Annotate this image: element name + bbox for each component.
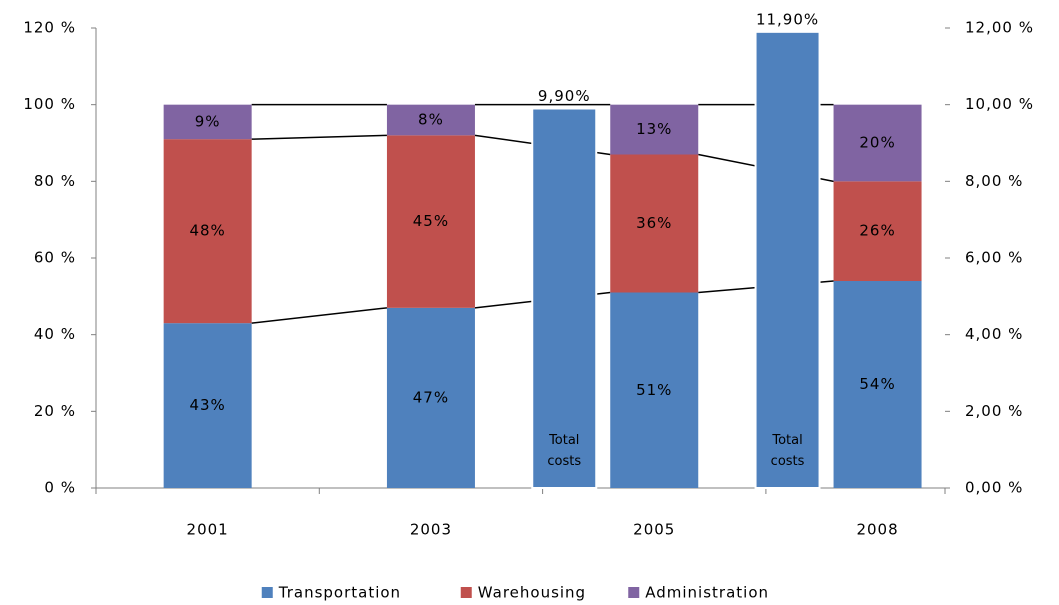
series-line — [251, 307, 388, 324]
value-label: 9% — [195, 112, 221, 130]
legend-swatch — [460, 587, 472, 598]
y2-tick-label: 6,00 % — [965, 249, 1023, 267]
bar — [610, 104, 699, 155]
value-label: 26% — [859, 222, 895, 240]
bar — [833, 104, 922, 182]
legend-label: Transportation — [278, 584, 401, 602]
y-tick-label: 80 % — [34, 172, 76, 190]
y-tick-label: 120 % — [23, 19, 76, 37]
y-tick-label: 0 % — [44, 479, 76, 497]
y2-tick-label: 4,00 % — [965, 325, 1023, 343]
legend-swatch — [261, 587, 273, 598]
legend-swatch — [628, 587, 640, 598]
value-label: 9,90% — [538, 87, 591, 105]
bar — [754, 30, 821, 489]
y2-tick-label: 2,00 % — [965, 402, 1023, 420]
series-line — [251, 134, 387, 140]
y-tick-label: 40 % — [34, 325, 76, 343]
value-label: 13% — [636, 120, 672, 138]
bar-name-label: Total costs — [771, 433, 805, 469]
value-label: 11,90% — [756, 10, 819, 28]
bar — [386, 104, 475, 136]
value-label: 20% — [859, 134, 895, 152]
x-tick-label: 2008 — [856, 521, 898, 539]
x-tick-label: 2003 — [410, 521, 452, 539]
bar — [386, 135, 475, 308]
bar — [610, 292, 699, 488]
bar — [163, 104, 252, 140]
bar-name-label: Total costs — [547, 433, 581, 469]
bar — [833, 281, 922, 488]
bar — [163, 323, 252, 488]
y2-tick-label: 0,00 % — [965, 479, 1023, 497]
value-label: 45% — [413, 212, 449, 230]
value-label: 8% — [418, 111, 444, 129]
y2-tick-label: 10,00 % — [965, 95, 1034, 113]
legend-label: Administration — [645, 584, 769, 602]
value-label: 51% — [636, 381, 672, 399]
value-label: 36% — [636, 214, 672, 232]
value-label: 48% — [189, 222, 225, 240]
bar — [610, 154, 699, 293]
bar — [386, 307, 475, 488]
x-tick-label: 2001 — [187, 521, 229, 539]
y-tick-label: 100 % — [23, 95, 76, 113]
value-label: 47% — [413, 388, 449, 406]
y2-tick-label: 8,00 % — [965, 172, 1023, 190]
bar — [531, 107, 598, 489]
y2-tick-label: 12,00 % — [965, 19, 1034, 37]
bar — [833, 181, 922, 281]
value-label: 54% — [859, 375, 895, 393]
y-tick-label: 60 % — [34, 249, 76, 267]
x-tick-label: 2005 — [633, 521, 675, 539]
bar — [163, 139, 252, 324]
y-tick-label: 20 % — [34, 402, 76, 420]
value-label: 43% — [189, 396, 225, 414]
legend-label: Warehousing — [478, 584, 586, 602]
